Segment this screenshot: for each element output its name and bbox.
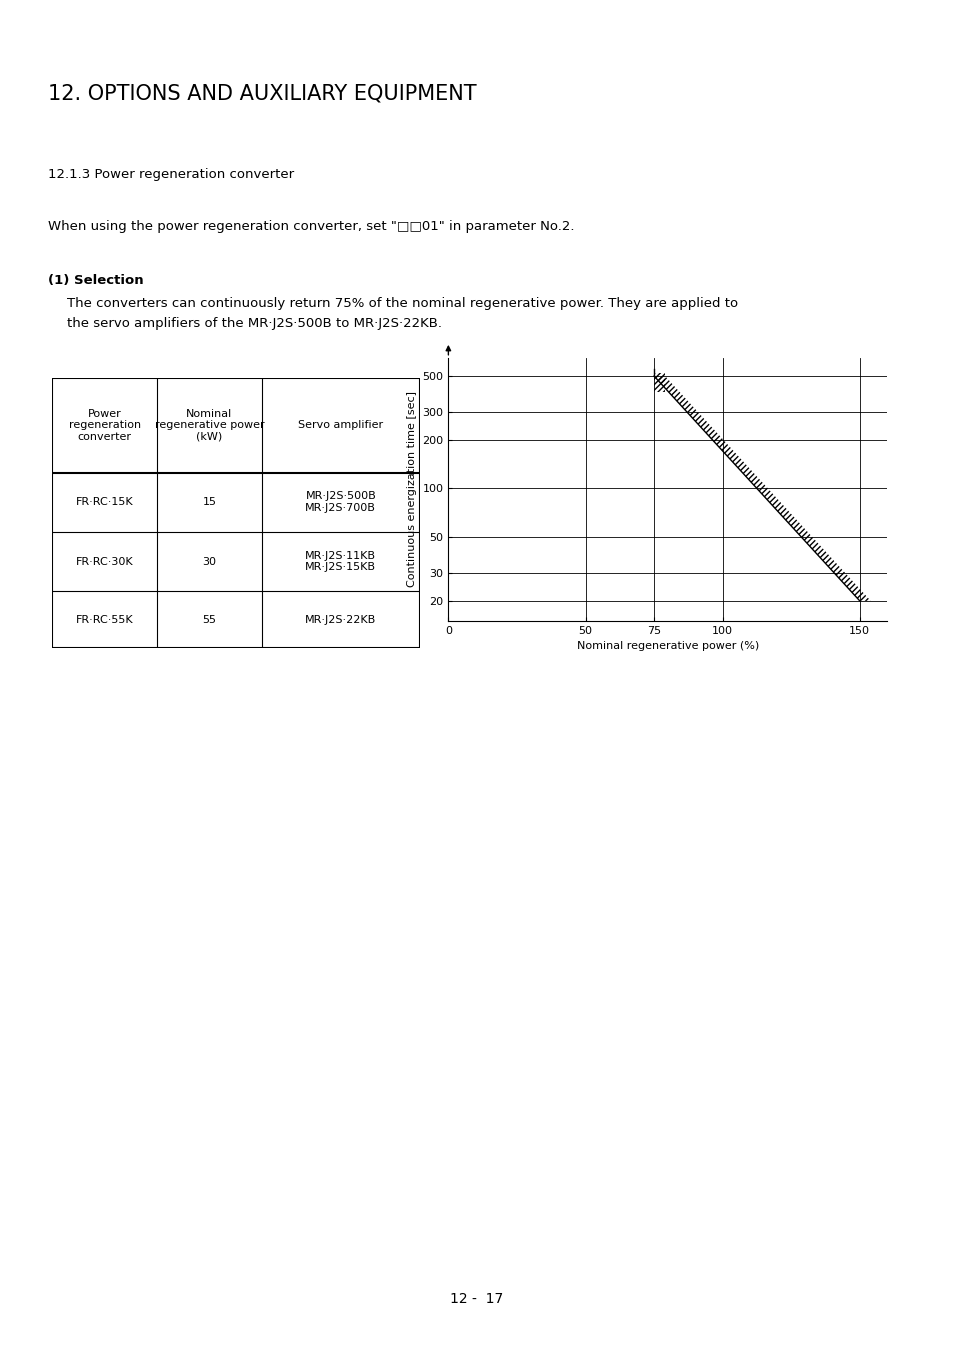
Text: (1) Selection: (1) Selection — [48, 274, 143, 286]
Text: MR·J2S·500B
MR·J2S·700B: MR·J2S·500B MR·J2S·700B — [305, 491, 375, 513]
Text: FR·RC·55K: FR·RC·55K — [76, 614, 133, 625]
Text: When using the power regeneration converter, set "□□01" in parameter No.2.: When using the power regeneration conver… — [48, 220, 574, 234]
Text: FR·RC·30K: FR·RC·30K — [76, 556, 133, 567]
Text: Servo amplifier: Servo amplifier — [298, 420, 383, 431]
X-axis label: Nominal regenerative power (%): Nominal regenerative power (%) — [576, 641, 759, 652]
Text: Power
regeneration
converter: Power regeneration converter — [69, 409, 141, 441]
Text: The converters can continuously return 75% of the nominal regenerative power. Th: The converters can continuously return 7… — [67, 297, 737, 329]
Text: MR·J2S·22KB: MR·J2S·22KB — [305, 614, 376, 625]
Text: 12 -  17: 12 - 17 — [450, 1292, 503, 1307]
Text: FR·RC·15K: FR·RC·15K — [76, 497, 133, 508]
Text: Nominal
regenerative power
(kW): Nominal regenerative power (kW) — [154, 409, 264, 441]
Text: MR·J2S·11KB
MR·J2S·15KB: MR·J2S·11KB MR·J2S·15KB — [305, 551, 375, 572]
Text: 12. OPTIONS AND AUXILIARY EQUIPMENT: 12. OPTIONS AND AUXILIARY EQUIPMENT — [48, 84, 476, 103]
Text: 30: 30 — [202, 556, 216, 567]
Y-axis label: Continuous energization time [sec]: Continuous energization time [sec] — [406, 392, 416, 587]
Text: 15: 15 — [202, 497, 216, 508]
Text: 12.1.3 Power regeneration converter: 12.1.3 Power regeneration converter — [48, 169, 294, 181]
Text: 55: 55 — [202, 614, 216, 625]
